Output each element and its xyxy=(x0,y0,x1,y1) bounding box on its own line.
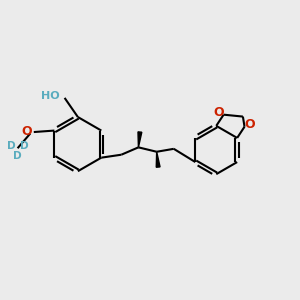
Text: O: O xyxy=(213,106,224,119)
Text: D: D xyxy=(7,142,15,152)
Text: D: D xyxy=(13,151,22,160)
Text: O: O xyxy=(244,118,255,131)
Text: O: O xyxy=(22,125,32,138)
Polygon shape xyxy=(156,152,160,167)
Text: HO: HO xyxy=(41,91,59,100)
Polygon shape xyxy=(138,132,142,147)
Text: D: D xyxy=(20,142,28,152)
